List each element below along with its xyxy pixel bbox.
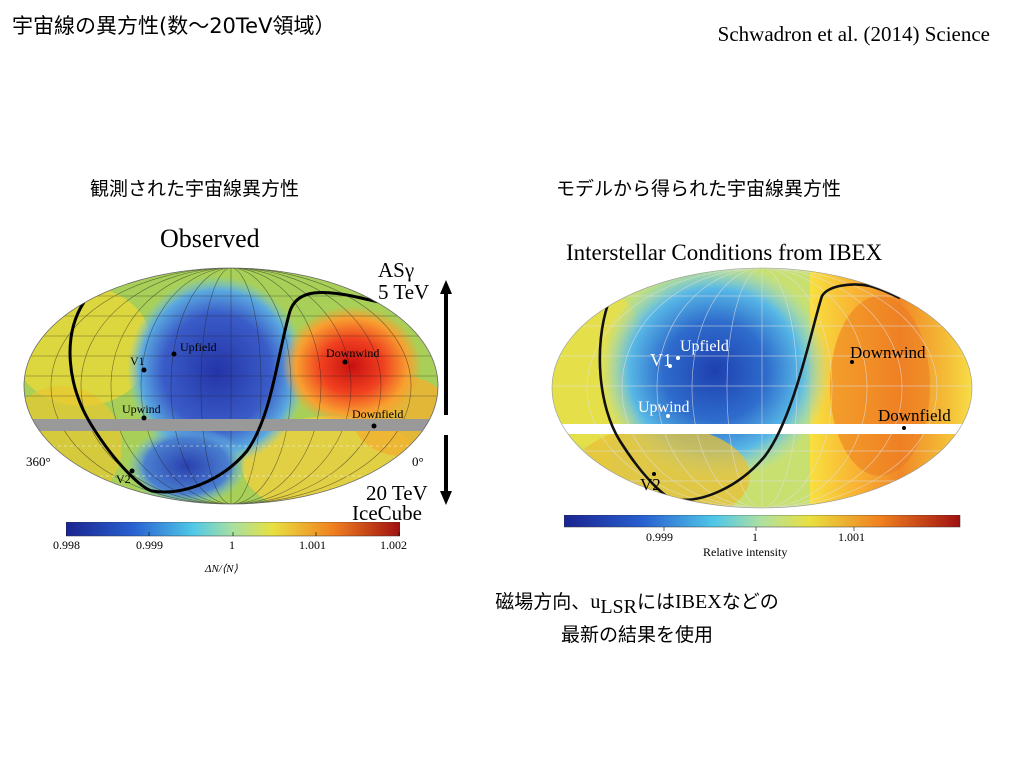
left-label-upfield: Upfield bbox=[180, 340, 217, 354]
model-upwind-marker bbox=[666, 414, 670, 418]
left-cbar-tick-4: 1.002 bbox=[380, 538, 407, 552]
model-boundary-curve bbox=[598, 283, 901, 501]
right-cbar-label: Relative intensity bbox=[703, 545, 788, 559]
observed-boundary-curve bbox=[68, 291, 398, 494]
downwind-marker bbox=[342, 359, 348, 365]
left-cbar-tick-0: 0.998 bbox=[53, 538, 80, 552]
asgamma-energy: 5 TeV bbox=[378, 280, 430, 304]
model-upfield-marker bbox=[676, 356, 680, 360]
note-u: u bbox=[590, 591, 601, 613]
note-text-2: には bbox=[637, 591, 676, 613]
note-ibex: IBEX bbox=[675, 591, 722, 613]
model-note-line2: 最新の結果を使用 bbox=[560, 623, 713, 646]
left-label-upwind: Upwind bbox=[122, 402, 161, 416]
right-caption: モデルから得られた宇宙線異方性 bbox=[556, 178, 842, 200]
right-label-v2: V2 bbox=[640, 475, 661, 494]
asgamma-label: ASγ bbox=[378, 258, 415, 282]
right-panel-title: Interstellar Conditions from IBEX bbox=[566, 240, 883, 265]
model-skymap bbox=[551, 267, 973, 509]
experiment-brackets bbox=[440, 280, 452, 505]
note-text-3: などの bbox=[721, 591, 779, 613]
icecube-label: IceCube bbox=[352, 501, 422, 525]
v2-marker bbox=[129, 468, 135, 474]
right-cbar-tick-2: 1.001 bbox=[838, 530, 865, 544]
model-colorbar bbox=[564, 515, 961, 531]
right-label-v1: V1 bbox=[650, 350, 672, 370]
upwind-marker bbox=[141, 415, 147, 421]
model-v2-marker bbox=[652, 472, 656, 476]
model-note: 磁場方向、uLSRにはIBEXなどの 最新の結果を使用 bbox=[0, 588, 1024, 649]
left-label-v1: V1 bbox=[130, 354, 145, 368]
left-cbar-tick-3: 1.001 bbox=[299, 538, 326, 552]
right-label-upwind: Upwind bbox=[638, 399, 690, 416]
right-cbar-tick-0: 0.999 bbox=[646, 530, 673, 544]
left-cbar-tick-2: 1 bbox=[229, 538, 235, 552]
left-label-v2: V2 bbox=[116, 472, 131, 486]
model-v1-marker bbox=[668, 364, 672, 368]
citation: Schwadron et al. (2014) Science bbox=[717, 22, 990, 46]
left-label-downwind: Downwind bbox=[326, 346, 380, 360]
left-cbar-tick-1: 0.999 bbox=[136, 538, 163, 552]
right-label-upfield: Upfield bbox=[680, 338, 729, 355]
observed-gap-band bbox=[24, 419, 438, 431]
note-sub-lsr: LSR bbox=[600, 595, 637, 618]
left-cbar-label: ΔN/⟨N⟩ bbox=[205, 563, 238, 575]
model-gap-band bbox=[552, 424, 972, 434]
v1-marker bbox=[141, 367, 147, 373]
icecube-energy: 20 TeV bbox=[366, 481, 428, 505]
observed-skymap bbox=[23, 267, 439, 505]
slide-title: 宇宙線の異方性(数～20TeV領域） bbox=[12, 14, 336, 38]
left-caption: 観測された宇宙線異方性 bbox=[90, 178, 300, 200]
right-cbar-tick-1: 1 bbox=[752, 530, 758, 544]
left-lon-0: 0° bbox=[412, 454, 424, 469]
model-note-line1: 磁場方向、uLSRにはIBEXなどの bbox=[0, 588, 1024, 621]
downfield-marker bbox=[371, 423, 377, 429]
note-text-1: 磁場方向、 bbox=[495, 591, 591, 613]
model-downfield-marker bbox=[902, 426, 906, 430]
left-label-downfield: Downfield bbox=[352, 407, 404, 421]
right-label-downwind: Downwind bbox=[850, 343, 926, 362]
left-panel-title: Observed bbox=[160, 224, 260, 253]
right-label-downfield: Downfield bbox=[878, 406, 951, 425]
observed-colorbar bbox=[66, 522, 400, 537]
left-lon-360: 360° bbox=[26, 454, 51, 469]
model-downwind-marker bbox=[850, 360, 854, 364]
upfield-marker bbox=[171, 351, 177, 357]
